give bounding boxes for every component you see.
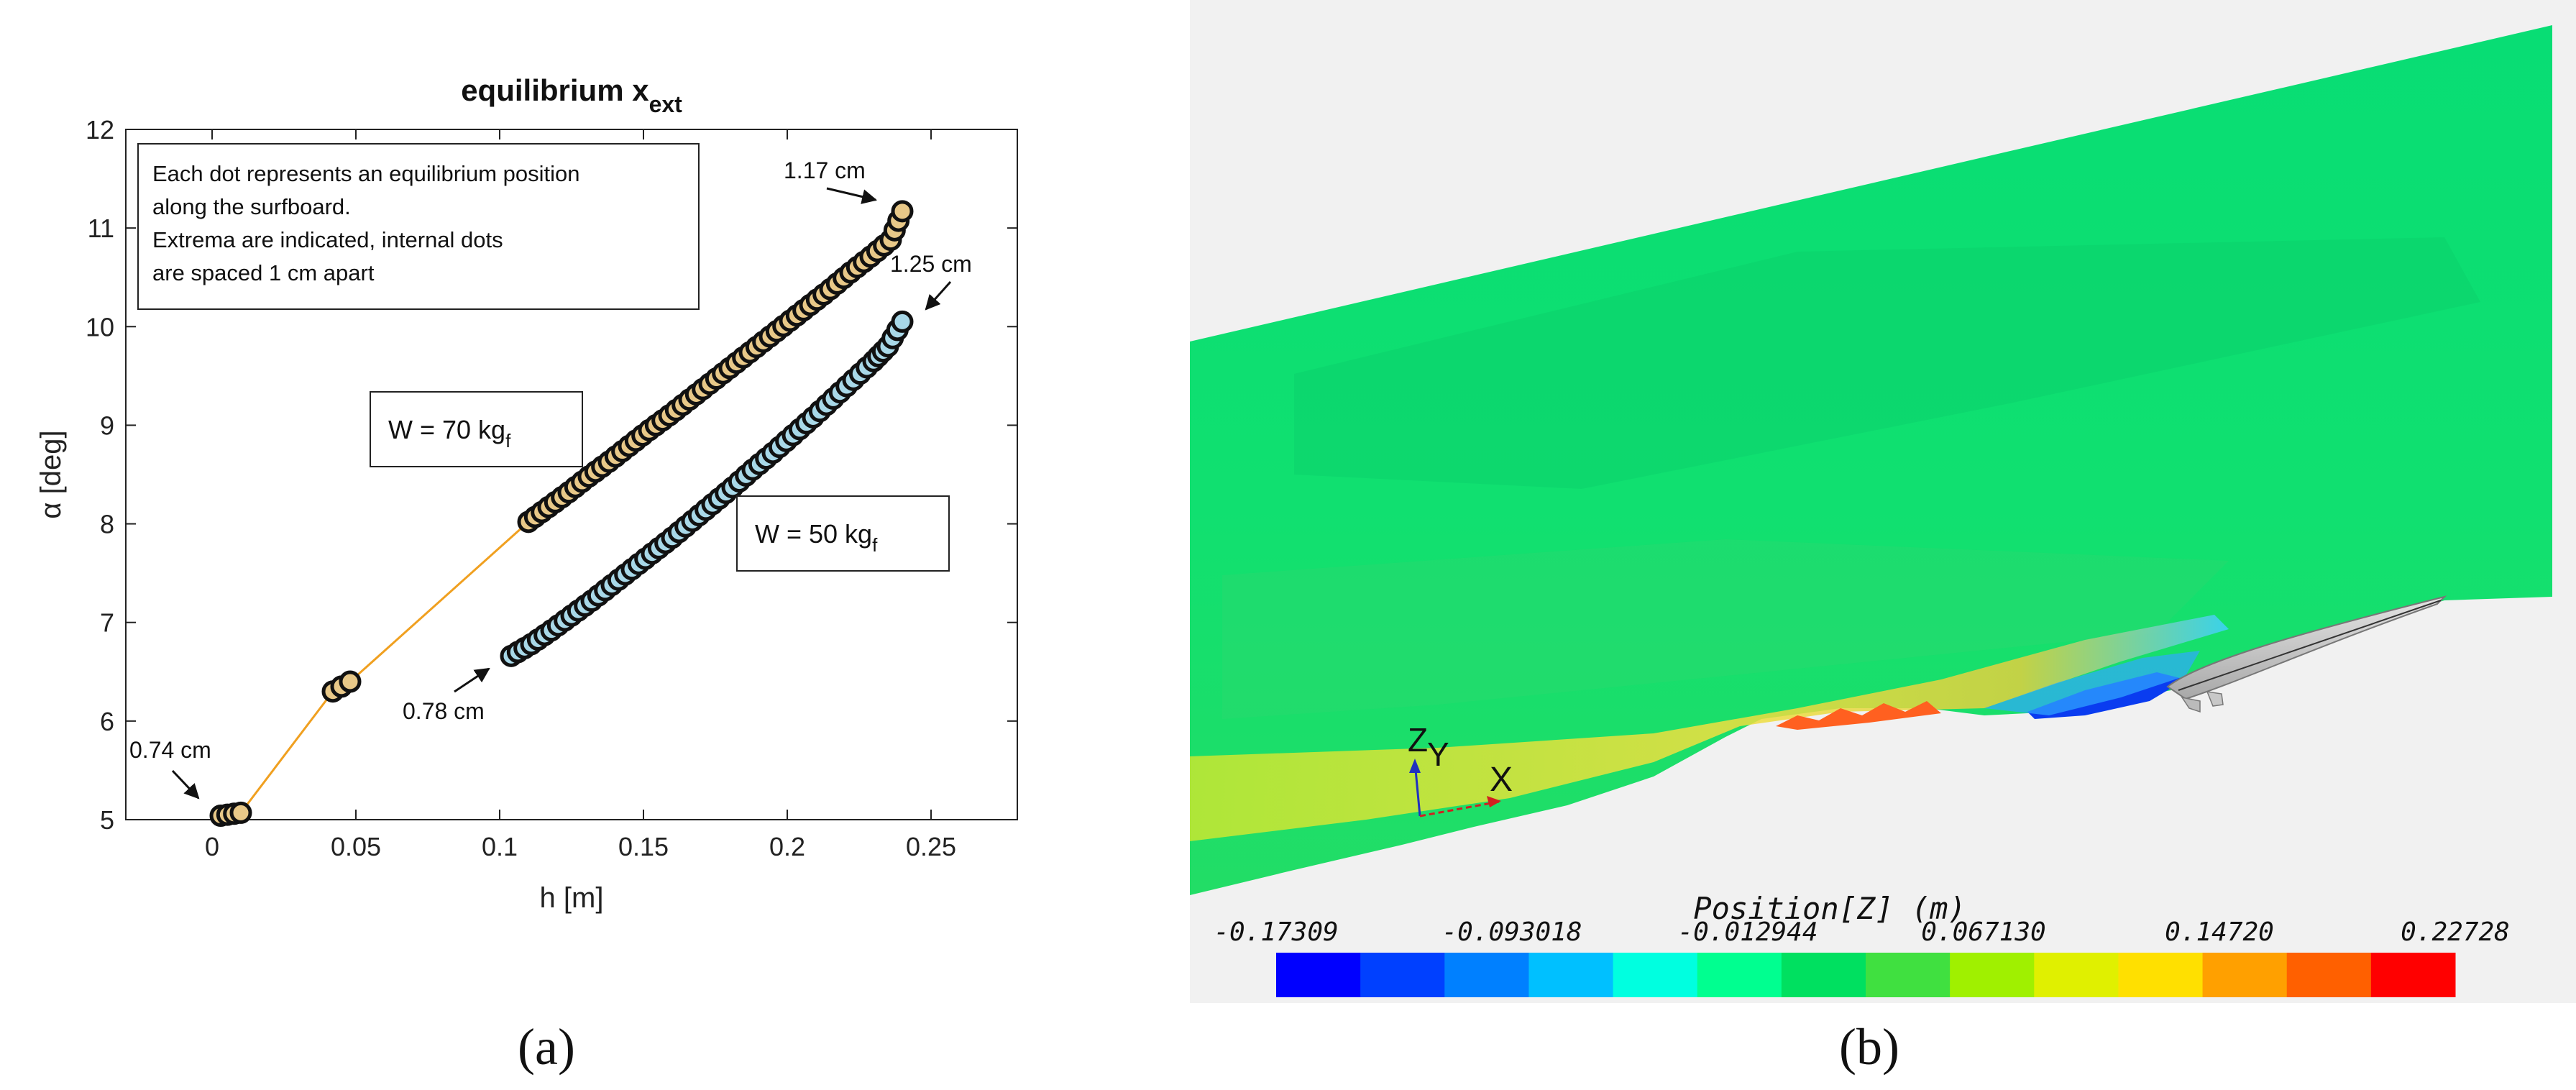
annotation-074-arrow [171, 769, 200, 800]
caption-a: (a) [518, 1018, 575, 1076]
water-shading-2 [1222, 539, 2229, 719]
surfboard-fin [2181, 696, 2201, 713]
x-tick-label: 0.1 [482, 832, 518, 861]
y-tick-label: 8 [100, 510, 114, 539]
water-surface [1190, 25, 2552, 895]
info-line-1: Each dot represents an equilibrium posit… [152, 161, 580, 186]
x-tick-label: 0.2 [769, 832, 805, 861]
data-dots [209, 200, 914, 828]
colorbar-title: Position[Z] (m) [1693, 891, 1966, 926]
colorbar-segment [1781, 953, 1866, 997]
surfboard-stringer [2178, 600, 2442, 691]
colorbar-segment [1360, 953, 1445, 997]
colorbar-tick-label: 0.067130 [1921, 917, 2045, 947]
dot-w70 [891, 200, 914, 223]
info-line-4: are spaced 1 cm apart [152, 260, 375, 285]
dot-w50 [891, 310, 914, 333]
colorbar-tick-label: -0.012944 [1677, 917, 1818, 947]
colorbar-segment [1613, 953, 1698, 997]
colorbar-segment [1444, 953, 1529, 997]
y-tick-label: 11 [88, 214, 114, 243]
colorbar-segment [1697, 953, 1782, 997]
y-tick-label: 7 [100, 608, 114, 638]
colorbar-segment [1528, 953, 1614, 997]
water-shading [1294, 237, 2480, 489]
colorbar-segment [2118, 953, 2204, 997]
dot-w70 [229, 801, 252, 824]
colorbar-tick-label: 0.14720 [2165, 917, 2274, 947]
surfboard-fin-2 [2206, 691, 2224, 707]
x-tick-label: 0.15 [618, 832, 669, 861]
y-tick-label: 6 [100, 707, 114, 736]
colorbar-segment [1866, 953, 1951, 997]
x-tick-label: 0 [205, 832, 219, 861]
annotation-117-arrow [826, 187, 878, 204]
colorbar-ticks: -0.17309 -0.093018 -0.012944 0.067130 0.1472… [1214, 917, 2510, 947]
colorbar [1276, 953, 2456, 997]
colorbar-segment [2034, 953, 2119, 997]
colorbar-tick-label: 0.22728 [2401, 917, 2510, 947]
w70-label: W = 70 kgf [388, 415, 511, 452]
colorbar-segment [2286, 953, 2372, 997]
triad-y-label: Y [1427, 736, 1449, 773]
triad-z-label: Z [1408, 721, 1428, 759]
wave-lip [1190, 615, 2229, 841]
y-axis-ticks: 5 6 7 8 9 10 11 12 [86, 115, 1017, 835]
y-tick-label: 5 [100, 805, 114, 835]
annotation-125: 1.25 cm [890, 251, 972, 277]
wave-hotspots [1776, 701, 1941, 730]
info-line-3: Extrema are indicated, internal dots [152, 227, 503, 252]
x-axis-ticks: 0 0.05 0.1 0.15 0.2 0.25 [205, 129, 956, 861]
chart-title: equilibrium xext [461, 73, 682, 117]
annotation-078-arrow [454, 667, 490, 693]
triad-x-arrowhead [1487, 796, 1501, 807]
panel-a-chart: 0 0.05 0.1 0.15 0.2 0.25 5 6 7 8 9 10 11 12 equilibr… [35, 73, 1018, 1076]
x-tick-label: 0.05 [331, 832, 381, 861]
colorbar-segment [2370, 953, 2456, 997]
x-axis-label: h [m] [540, 882, 604, 914]
annotation-078: 0.78 cm [403, 698, 485, 724]
y-tick-label: 9 [100, 411, 114, 440]
w50-label-box [736, 495, 950, 572]
panel-b-simulation: Z Y X Position[Z] (m) -0.17309 -0.093018-… [1190, 0, 2576, 1076]
w70-label-box [370, 391, 583, 467]
triad-x-label: X [1490, 761, 1513, 799]
info-line-2: along the surfboard. [152, 194, 351, 219]
w50-label: W = 50 kgf [755, 519, 878, 556]
triad-x-axis [1419, 800, 1500, 818]
info-box [137, 143, 700, 310]
y-axis-label: α [deg] [35, 430, 67, 518]
wave-trough-light [1984, 651, 2200, 715]
x-tick-label: 0.25 [906, 832, 956, 861]
colorbar-segment [1276, 953, 1361, 997]
colorbar-segment [1950, 953, 2035, 997]
y-tick-label: 10 [86, 312, 114, 342]
colorbar-segment [2202, 953, 2288, 997]
annotation-117: 1.17 cm [784, 157, 866, 183]
colorbar-tick-label: -0.093018 [1441, 917, 1582, 947]
annotation-074: 0.74 cm [129, 737, 211, 763]
annotation-125-arrow [925, 280, 952, 311]
colorbar-tick-label: -0.17309 [1214, 917, 1338, 947]
caption-b: (b) [1839, 1018, 1899, 1076]
triad-z-arrowhead [1409, 759, 1421, 773]
dot-w70 [339, 670, 362, 693]
y-tick-label: 12 [86, 115, 114, 145]
